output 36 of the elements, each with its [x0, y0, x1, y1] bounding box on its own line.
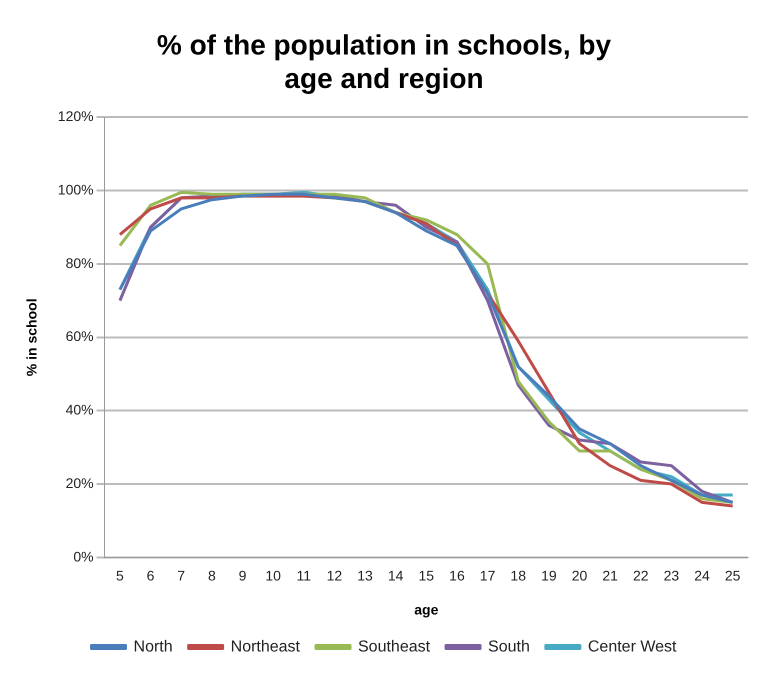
- x-tick-label: 11: [296, 568, 312, 584]
- x-axis-title: age: [414, 601, 439, 618]
- x-tick-label: 14: [388, 568, 404, 584]
- x-tick-label: 15: [418, 568, 434, 584]
- x-tick-label: 24: [694, 568, 710, 584]
- y-tick-label: 80%: [66, 254, 94, 271]
- y-axis-title: % in school: [23, 298, 40, 376]
- x-tick-label: 16: [449, 568, 465, 584]
- y-tick-label: 40%: [66, 402, 94, 418]
- legend-label: Center West: [588, 638, 678, 656]
- x-tick-label: 18: [510, 568, 526, 584]
- y-tick-label: 100%: [58, 181, 94, 198]
- x-tick-label: 22: [632, 568, 649, 584]
- x-tick-label: 25: [724, 568, 741, 584]
- y-tick-label: 20%: [66, 474, 94, 491]
- y-tick-label: 0%: [73, 548, 94, 564]
- x-tick-label: 21: [602, 568, 618, 584]
- x-tick-label: 12: [326, 568, 342, 584]
- x-tick-label: 7: [177, 568, 186, 584]
- x-tick-label: 19: [541, 568, 557, 584]
- x-tick-label: 6: [146, 568, 155, 584]
- x-tick-label: 9: [238, 568, 247, 584]
- x-tick-label: 10: [265, 568, 282, 584]
- x-tick-label: 5: [116, 568, 124, 584]
- legend-label: Northeast: [230, 638, 301, 656]
- y-tick-label: 120%: [58, 108, 94, 124]
- x-tick-label: 13: [357, 568, 374, 584]
- y-tick-label: 60%: [66, 328, 94, 344]
- x-tick-label: 17: [480, 568, 496, 584]
- legend-label: North: [134, 638, 173, 656]
- x-tick-label: 20: [572, 568, 588, 584]
- chart-title: % of the population in schools, by age and region: [156, 30, 612, 94]
- legend-label: South: [488, 638, 530, 656]
- x-tick-label: 23: [664, 568, 680, 584]
- legend-label: Southeast: [358, 638, 431, 656]
- x-tick-label: 8: [208, 568, 216, 584]
